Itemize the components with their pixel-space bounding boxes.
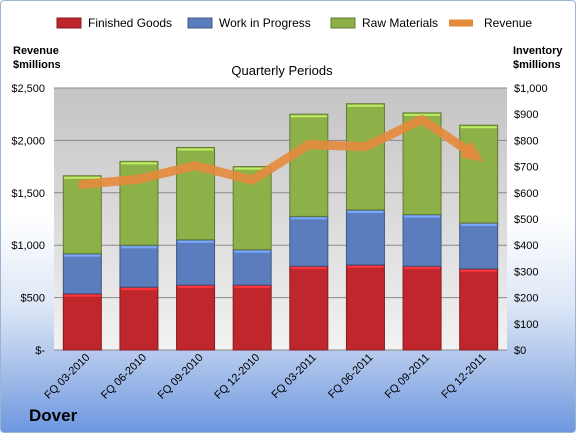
- left-tick-label: $-: [35, 345, 45, 357]
- left-tick-label: $1,500: [11, 188, 45, 200]
- right-tick-label: $400: [514, 240, 538, 252]
- left-axis-ticks: $- $500 $1,000 $1,500 $2,000 $2,500: [11, 83, 45, 357]
- right-tick-label: $300: [514, 266, 538, 278]
- right-tick-label: $100: [514, 319, 538, 331]
- right-axis-title-line1: Inventory: [513, 45, 563, 57]
- legend-label: Work in Progress: [219, 16, 311, 30]
- right-tick-label: $1,000: [514, 83, 548, 95]
- right-tick-label: $700: [514, 162, 538, 174]
- bar-raw-materials: [459, 124, 499, 224]
- x-tick-label: FQ 03-2010: [42, 352, 92, 402]
- x-tick-label: FQ 03-2011: [270, 352, 319, 401]
- company-name: Dover: [29, 406, 78, 425]
- legend-swatch: [330, 17, 356, 29]
- bar-work-in-progress: [119, 244, 159, 288]
- x-tick-label: FQ 06-2011: [326, 352, 375, 401]
- legend-label: Raw Materials: [362, 16, 438, 30]
- bar-finished-goods: [62, 293, 102, 351]
- x-tick-label: FQ 09-2011: [383, 352, 432, 401]
- bar-work-in-progress: [232, 249, 272, 286]
- bar-finished-goods: [289, 265, 329, 351]
- legend: Finished Goods Work in Progress Raw Materi…: [56, 16, 532, 30]
- bar-finished-goods: [176, 284, 216, 351]
- x-tick-label: FQ 12-2011: [439, 352, 488, 401]
- bar-work-in-progress: [402, 214, 442, 267]
- legend-swatch: [56, 17, 82, 29]
- revenue-line: [77, 114, 484, 189]
- revenue-series-line: [77, 114, 475, 189]
- bar-finished-goods: [402, 265, 442, 351]
- right-tick-label: $500: [514, 214, 538, 226]
- legend-label: Finished Goods: [88, 16, 172, 30]
- right-tick-label: $900: [514, 109, 538, 121]
- bar-work-in-progress: [62, 253, 102, 295]
- x-tick-label: FQ 06-2010: [99, 352, 149, 402]
- bar-work-in-progress: [459, 222, 499, 270]
- right-tick-label: $200: [514, 293, 538, 305]
- left-tick-label: $2,000: [11, 135, 45, 147]
- left-tick-label: $1,000: [11, 240, 45, 252]
- bar-finished-goods: [232, 284, 272, 351]
- x-tick-label: FQ 12-2010: [212, 352, 262, 402]
- bar-work-in-progress: [176, 239, 216, 286]
- left-tick-label: $500: [21, 293, 45, 305]
- bar-work-in-progress: [289, 215, 329, 267]
- right-axis-title-line2: $millions: [513, 59, 561, 71]
- chart-title: Quarterly Periods: [231, 63, 333, 78]
- right-tick-label: $600: [514, 188, 538, 200]
- right-tick-label: $0: [514, 345, 526, 357]
- left-tick-label: $2,500: [11, 83, 45, 95]
- right-tick-label: $800: [514, 135, 538, 147]
- x-axis-labels: FQ 03-2010 FQ 06-2010 FQ 09-2010 FQ 12-2010…: [42, 352, 488, 402]
- x-tick-label: FQ 09-2010: [156, 352, 206, 402]
- right-axis-ticks: $0 $100 $200 $300 $400 $500 $600 $700 $800 $900 $1…: [514, 83, 548, 357]
- legend-swatch: [187, 17, 213, 29]
- bar-finished-goods: [345, 264, 385, 351]
- left-axis-title-line2: $millions: [13, 59, 61, 71]
- bar-finished-goods: [119, 286, 159, 351]
- bar-raw-materials: [345, 103, 385, 211]
- bar-raw-materials: [289, 113, 329, 217]
- legend-label: Revenue: [484, 16, 532, 30]
- revenue-arrow-head: [459, 140, 484, 162]
- bar-finished-goods: [459, 268, 499, 351]
- left-axis-title-line1: Revenue: [13, 45, 59, 57]
- bar-work-in-progress: [345, 209, 385, 266]
